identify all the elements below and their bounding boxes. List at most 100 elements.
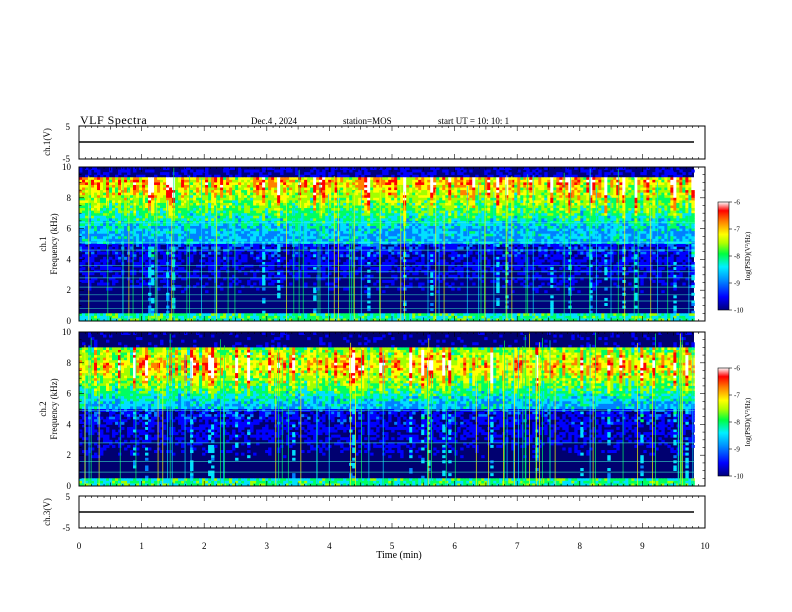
spectrogram-cell bbox=[97, 210, 101, 214]
spectrogram-cell bbox=[382, 226, 386, 229]
spectrogram-cell bbox=[289, 208, 293, 212]
spectrogram-cell bbox=[661, 167, 665, 170]
spectrogram-cell bbox=[469, 205, 473, 209]
spectrogram-cell bbox=[577, 184, 581, 188]
spectrogram-cell bbox=[373, 208, 377, 212]
spectrogram-cell bbox=[400, 205, 404, 209]
spectrogram-cell bbox=[154, 226, 158, 229]
spectrogram-cell bbox=[139, 187, 143, 191]
spectrogram-cell bbox=[214, 231, 218, 235]
spectrogram-cell bbox=[574, 228, 578, 232]
spectrogram-cell bbox=[124, 210, 128, 214]
spectrogram-cell bbox=[475, 200, 479, 204]
spectrogram-cell bbox=[610, 190, 614, 194]
spectrogram-cell bbox=[472, 179, 476, 183]
spectrogram-cell bbox=[622, 215, 626, 219]
spectrogram-cell bbox=[541, 177, 545, 181]
spectrogram-cell bbox=[421, 184, 425, 188]
spectrogram-cell bbox=[310, 202, 314, 206]
spectrogram-cell bbox=[379, 167, 383, 170]
spectrogram-cell bbox=[124, 174, 128, 178]
spectrogram-cell bbox=[457, 228, 461, 232]
spectrogram-cell bbox=[232, 195, 236, 199]
spectrogram-cell bbox=[364, 187, 368, 191]
spectrogram-cell bbox=[196, 182, 200, 186]
spectrogram-cell bbox=[151, 213, 155, 217]
spectrogram-cell bbox=[622, 192, 626, 196]
spectrogram-cell bbox=[115, 184, 119, 188]
spectrogram-cell bbox=[547, 228, 551, 232]
spectrogram-cell bbox=[202, 210, 206, 214]
spectrogram-cell bbox=[184, 197, 188, 201]
spectrogram-cell bbox=[142, 205, 146, 209]
spectrogram-cell bbox=[178, 208, 182, 212]
spectrogram-cell bbox=[301, 200, 305, 204]
spectrogram-cell bbox=[541, 208, 545, 212]
spectrogram-cell bbox=[514, 223, 518, 227]
spectrogram-cell bbox=[514, 184, 518, 188]
spectrogram-cell bbox=[529, 205, 533, 209]
spectrogram-cell bbox=[529, 218, 533, 222]
spectrogram-cell bbox=[313, 182, 317, 186]
spectrogram-cell bbox=[184, 218, 188, 222]
spectrogram-cell bbox=[376, 208, 380, 212]
spectrogram-cell bbox=[463, 226, 467, 229]
spectrogram-cell bbox=[136, 192, 140, 196]
spectrogram-cell bbox=[286, 226, 290, 229]
spectrogram-cell bbox=[244, 228, 248, 232]
spectrogram-cell bbox=[208, 210, 212, 214]
spectrogram-cell bbox=[334, 213, 338, 217]
spectrogram-cell bbox=[190, 215, 194, 219]
spectrogram-cell bbox=[199, 190, 203, 194]
spectrogram-cell bbox=[586, 215, 590, 219]
spectrogram-cell bbox=[472, 215, 476, 219]
spectrogram-cell bbox=[94, 200, 98, 204]
spectrogram-cell bbox=[394, 197, 398, 201]
spectrogram-cell bbox=[457, 215, 461, 219]
spectrogram-cell bbox=[424, 179, 428, 183]
spectrogram-cell bbox=[256, 184, 260, 188]
spectrogram-cell bbox=[229, 187, 233, 191]
spectrogram-cell bbox=[139, 200, 143, 204]
spectrogram-cell bbox=[670, 182, 674, 186]
spectrogram-cell bbox=[346, 177, 350, 181]
spectrogram-cell bbox=[658, 190, 662, 194]
spectrogram-cell bbox=[571, 210, 575, 214]
spectrogram-cell bbox=[499, 213, 503, 217]
spectrogram-cell bbox=[373, 167, 377, 170]
spectrogram-cell bbox=[85, 205, 89, 209]
spectrogram-cell bbox=[628, 192, 632, 196]
spectrogram-cell bbox=[436, 190, 440, 194]
spectrogram-cell bbox=[322, 223, 326, 227]
spectrogram-cell bbox=[100, 187, 104, 191]
spectrogram-cell bbox=[280, 208, 284, 212]
spectrogram-cell bbox=[190, 202, 194, 206]
spectrogram-cell bbox=[541, 218, 545, 222]
spectrogram-cell bbox=[217, 223, 221, 227]
spectrogram-cell bbox=[595, 202, 599, 206]
spectrogram-cell bbox=[214, 226, 218, 229]
spectrogram-cell bbox=[268, 197, 272, 201]
spectrogram-cell bbox=[682, 195, 686, 199]
spectrogram-cell bbox=[400, 169, 404, 173]
spectrogram-cell bbox=[463, 179, 467, 183]
spectrogram-cell bbox=[139, 195, 143, 199]
spectrogram-cell bbox=[109, 177, 113, 181]
spectrogram-cell bbox=[373, 202, 377, 206]
spectrogram-cell bbox=[493, 190, 497, 194]
spectrogram-cell bbox=[418, 187, 422, 191]
spectrogram-cell bbox=[289, 197, 293, 201]
spectrogram-cell bbox=[625, 208, 629, 212]
spectrogram-cell bbox=[244, 218, 248, 222]
spectrogram-cell bbox=[361, 179, 365, 183]
spectrogram-cell bbox=[466, 195, 470, 199]
spectrogram-cell bbox=[97, 195, 101, 199]
spectrogram-cell bbox=[313, 190, 317, 194]
spectrogram-cell bbox=[97, 197, 101, 201]
spectrogram-cell bbox=[211, 228, 215, 232]
spectrogram-cell bbox=[253, 208, 257, 212]
spectrogram-cell bbox=[283, 167, 287, 170]
spectrogram-cell bbox=[595, 187, 599, 191]
spectrogram-cell bbox=[433, 169, 437, 173]
